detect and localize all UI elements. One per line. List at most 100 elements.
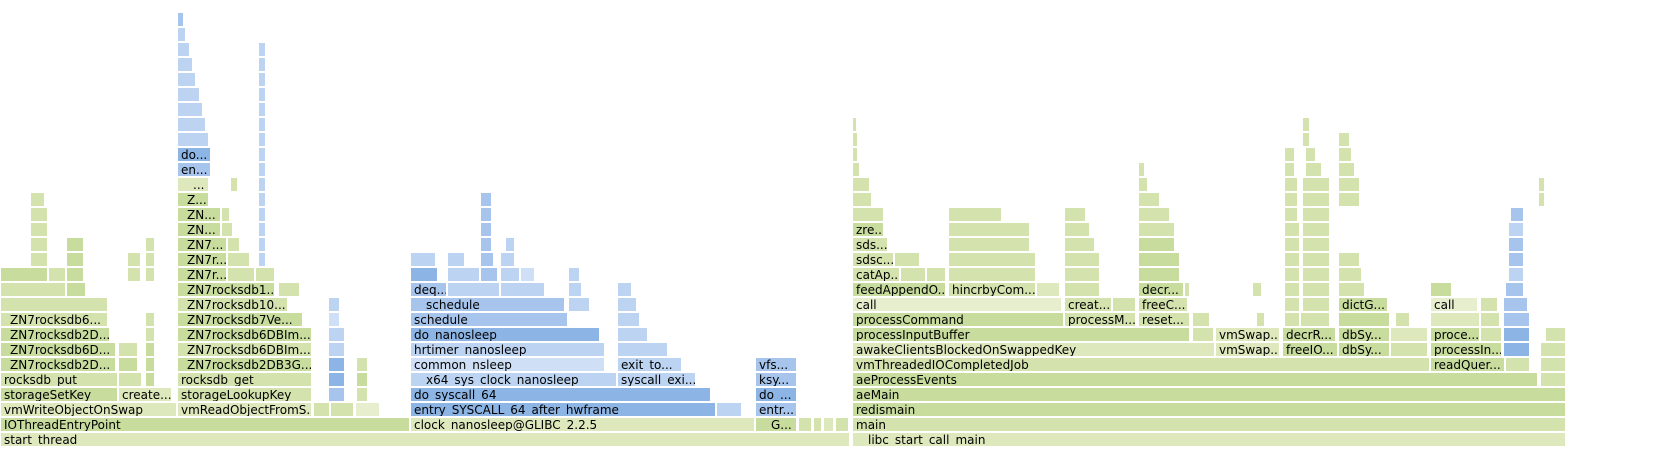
flame-frame[interactable] bbox=[617, 297, 637, 312]
flame-frame[interactable] bbox=[1538, 192, 1545, 207]
flame-frame[interactable]: storageSetKey bbox=[0, 387, 118, 402]
flame-frame[interactable] bbox=[948, 207, 1002, 222]
flame-frame[interactable] bbox=[258, 207, 266, 222]
flame-frame[interactable] bbox=[823, 417, 834, 432]
flame-frame[interactable] bbox=[480, 252, 494, 267]
flame-frame[interactable] bbox=[617, 282, 632, 297]
flame-frame[interactable]: processCommand bbox=[852, 312, 1064, 327]
flame-frame[interactable]: __libc_start_call_main bbox=[852, 432, 1566, 447]
flame-frame[interactable] bbox=[1138, 177, 1148, 192]
flame-frame[interactable] bbox=[505, 237, 515, 252]
flame-frame[interactable] bbox=[1138, 162, 1145, 177]
flame-frame[interactable]: create... bbox=[118, 387, 172, 402]
flame-frame[interactable] bbox=[30, 237, 48, 252]
flame-frame[interactable] bbox=[258, 177, 266, 192]
flame-frame[interactable] bbox=[1302, 267, 1330, 282]
flame-frame[interactable] bbox=[313, 402, 330, 417]
flame-frame[interactable]: catAp... bbox=[852, 267, 900, 282]
flame-frame[interactable]: IOThreadEntryPoint bbox=[0, 417, 410, 432]
flame-frame[interactable] bbox=[30, 192, 45, 207]
flame-frame[interactable] bbox=[1300, 312, 1330, 327]
flame-frame[interactable] bbox=[1036, 282, 1060, 297]
flame-frame[interactable] bbox=[1064, 282, 1100, 297]
flame-frame[interactable] bbox=[1284, 237, 1300, 252]
flame-frame[interactable] bbox=[1390, 342, 1428, 357]
flame-frame[interactable]: aeProcessEvents bbox=[852, 372, 1538, 387]
flame-frame[interactable] bbox=[1302, 132, 1310, 147]
flame-frame[interactable] bbox=[230, 177, 238, 192]
flame-frame[interactable]: redismain bbox=[852, 402, 1566, 417]
flame-frame[interactable] bbox=[1284, 177, 1298, 192]
flame-frame[interactable] bbox=[1284, 147, 1295, 162]
flame-frame[interactable]: en... bbox=[177, 162, 211, 177]
flame-frame[interactable] bbox=[356, 372, 368, 387]
flame-frame[interactable] bbox=[328, 342, 345, 357]
flame-frame[interactable] bbox=[716, 402, 742, 417]
flame-frame[interactable]: _ZN7rocksdb6D... bbox=[0, 342, 116, 357]
flame-frame[interactable] bbox=[480, 192, 492, 207]
flame-frame[interactable] bbox=[177, 102, 203, 117]
flame-frame[interactable] bbox=[1064, 267, 1100, 282]
flame-frame[interactable] bbox=[0, 267, 48, 282]
flame-frame[interactable] bbox=[258, 117, 266, 132]
flame-frame[interactable] bbox=[227, 267, 255, 282]
flame-frame[interactable]: proce... bbox=[1430, 327, 1480, 342]
flame-frame[interactable] bbox=[410, 252, 436, 267]
flame-frame[interactable] bbox=[1503, 327, 1530, 342]
flame-frame[interactable] bbox=[1302, 282, 1330, 297]
flame-frame[interactable] bbox=[1538, 177, 1545, 192]
flame-frame[interactable] bbox=[258, 237, 266, 252]
flame-frame[interactable] bbox=[1390, 327, 1428, 342]
flame-frame[interactable] bbox=[330, 402, 354, 417]
flame-frame[interactable]: start_thread bbox=[0, 432, 850, 447]
flame-frame[interactable]: __... bbox=[177, 177, 209, 192]
flame-frame[interactable]: clock_nanosleep@GLIBC_2.2.5 bbox=[410, 417, 755, 432]
flame-frame[interactable] bbox=[1284, 207, 1298, 222]
flame-frame[interactable]: vmReadObjectFromS... bbox=[177, 402, 312, 417]
flame-frame[interactable] bbox=[258, 57, 266, 72]
flame-frame[interactable] bbox=[1540, 372, 1566, 387]
flame-frame[interactable] bbox=[447, 252, 465, 267]
flame-frame[interactable] bbox=[447, 267, 480, 282]
flame-frame[interactable]: vfs... bbox=[755, 357, 797, 372]
flame-frame[interactable] bbox=[258, 192, 266, 207]
flame-frame[interactable]: rocksdb_put bbox=[0, 372, 118, 387]
flame-frame[interactable] bbox=[258, 132, 266, 147]
flame-frame[interactable] bbox=[1480, 327, 1502, 342]
flame-frame[interactable] bbox=[1064, 237, 1095, 252]
flame-frame[interactable]: common_nsleep bbox=[410, 357, 605, 372]
flame-frame[interactable] bbox=[145, 267, 155, 282]
flame-frame[interactable] bbox=[900, 267, 926, 282]
flame-frame[interactable] bbox=[1302, 177, 1330, 192]
flame-frame[interactable] bbox=[480, 237, 492, 252]
flame-frame[interactable]: do... bbox=[177, 147, 211, 162]
flame-frame[interactable]: freeC... bbox=[1138, 297, 1188, 312]
flame-frame[interactable]: sdsc... bbox=[852, 252, 894, 267]
flame-frame[interactable] bbox=[177, 87, 200, 102]
flame-frame[interactable] bbox=[1192, 327, 1214, 342]
flame-frame[interactable] bbox=[1508, 252, 1524, 267]
flame-frame[interactable] bbox=[894, 252, 920, 267]
flame-frame[interactable]: vmSwap... bbox=[1215, 342, 1280, 357]
flame-frame[interactable] bbox=[617, 327, 648, 342]
flame-frame[interactable] bbox=[1302, 192, 1330, 207]
flame-frame[interactable] bbox=[500, 267, 520, 282]
flame-frame[interactable] bbox=[835, 417, 849, 432]
flame-frame[interactable]: entry_SYSCALL_64_after_hwframe bbox=[410, 402, 716, 417]
flame-frame[interactable] bbox=[500, 252, 515, 267]
flame-frame[interactable] bbox=[1338, 267, 1362, 282]
flame-frame[interactable] bbox=[118, 342, 138, 357]
flame-frame[interactable]: sds... bbox=[852, 237, 888, 252]
flame-frame[interactable] bbox=[1430, 282, 1452, 297]
flame-frame[interactable]: do_syscall_64 bbox=[410, 387, 711, 402]
flame-frame[interactable] bbox=[1256, 312, 1265, 327]
flame-frame[interactable] bbox=[1112, 297, 1136, 312]
flame-frame[interactable] bbox=[1302, 117, 1310, 132]
flame-frame[interactable] bbox=[177, 57, 193, 72]
flame-frame[interactable] bbox=[568, 282, 582, 297]
flame-frame[interactable] bbox=[617, 312, 640, 327]
flame-frame[interactable] bbox=[30, 207, 48, 222]
flame-frame[interactable] bbox=[1302, 252, 1330, 267]
flame-frame[interactable] bbox=[1192, 312, 1210, 327]
flame-frame[interactable] bbox=[1508, 222, 1524, 237]
